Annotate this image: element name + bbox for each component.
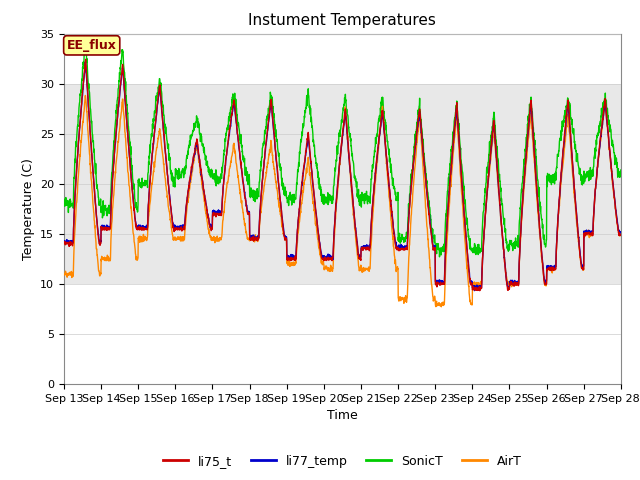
X-axis label: Time: Time — [327, 409, 358, 422]
Legend: li75_t, li77_temp, SonicT, AirT: li75_t, li77_temp, SonicT, AirT — [158, 450, 527, 473]
Title: Instument Temperatures: Instument Temperatures — [248, 13, 436, 28]
Y-axis label: Temperature (C): Temperature (C) — [22, 158, 35, 260]
Text: EE_flux: EE_flux — [67, 39, 116, 52]
Bar — [64, 84, 621, 284]
